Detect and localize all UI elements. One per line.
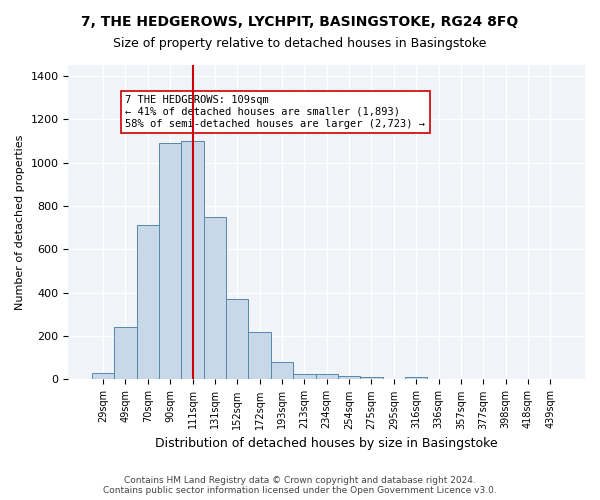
Y-axis label: Number of detached properties: Number of detached properties — [15, 134, 25, 310]
Bar — [92, 373, 114, 380]
X-axis label: Distribution of detached houses by size in Basingstoke: Distribution of detached houses by size … — [155, 437, 498, 450]
Bar — [293, 374, 316, 380]
Bar — [316, 374, 338, 380]
Bar — [137, 226, 159, 380]
Text: 7, THE HEDGEROWS, LYCHPIT, BASINGSTOKE, RG24 8FQ: 7, THE HEDGEROWS, LYCHPIT, BASINGSTOKE, … — [82, 15, 518, 29]
Bar — [248, 332, 271, 380]
Bar — [181, 141, 204, 380]
Text: Size of property relative to detached houses in Basingstoke: Size of property relative to detached ho… — [113, 38, 487, 51]
Text: Contains HM Land Registry data © Crown copyright and database right 2024.
Contai: Contains HM Land Registry data © Crown c… — [103, 476, 497, 495]
Bar — [271, 362, 293, 380]
Bar — [114, 328, 137, 380]
Bar — [204, 217, 226, 380]
Bar — [159, 143, 181, 380]
Text: 7 THE HEDGEROWS: 109sqm
← 41% of detached houses are smaller (1,893)
58% of semi: 7 THE HEDGEROWS: 109sqm ← 41% of detache… — [125, 96, 425, 128]
Bar — [405, 378, 427, 380]
Bar — [360, 378, 383, 380]
Bar — [338, 376, 360, 380]
Bar — [226, 299, 248, 380]
